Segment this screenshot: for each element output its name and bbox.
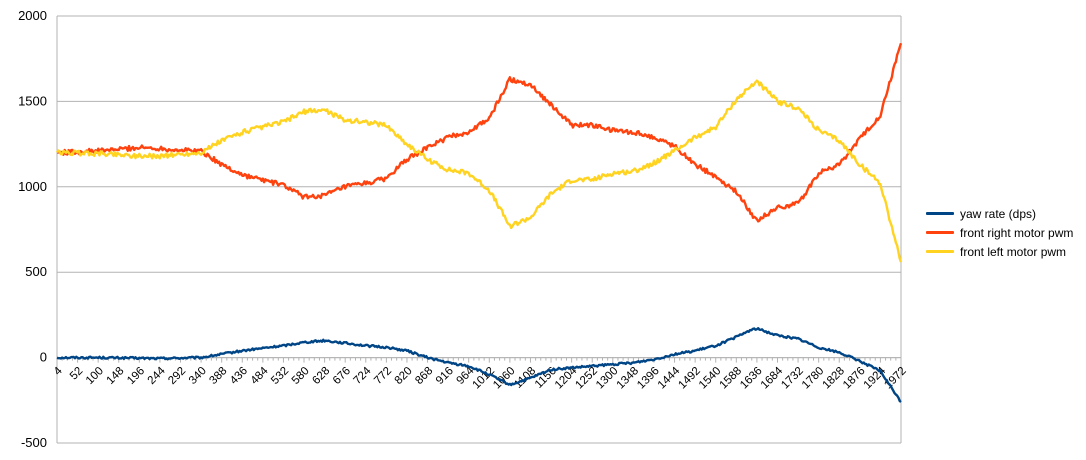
series-line-1: [56, 42, 903, 223]
y-tick-labels: 2000 1500 1000 500 0 -500: [18, 8, 47, 450]
x-tick-label: 724: [352, 365, 374, 387]
legend-label: front left motor pwm: [960, 244, 1067, 259]
x-tick-label: 1540: [697, 365, 724, 392]
axes: [56, 16, 902, 443]
x-tick-label: 916: [434, 365, 456, 387]
x-tick-label: 1588: [718, 365, 745, 392]
x-tick-label: 1876: [841, 365, 868, 392]
x-tick-label: 1492: [676, 365, 703, 392]
x-tick-label: 532: [269, 365, 291, 387]
legend-item: front right motor pwm: [926, 223, 1073, 242]
x-tick-label: 4: [52, 365, 65, 378]
x-tick-label: 1780: [800, 365, 827, 392]
x-tick-label: 628: [310, 365, 332, 387]
y-tick-label: 0: [40, 350, 47, 365]
x-tick-label: 772: [372, 365, 394, 387]
x-tick-label: 484: [249, 365, 271, 387]
x-tick-label: 388: [207, 365, 229, 387]
legend-swatch: [926, 231, 954, 234]
x-tick-label: 1684: [759, 365, 786, 392]
x-tick-label: 1396: [635, 365, 662, 392]
x-tick-label: 868: [413, 365, 435, 387]
x-tick-label: 1444: [656, 365, 683, 392]
y-tick-label: 2000: [18, 8, 47, 23]
x-tick-label: 100: [84, 365, 106, 387]
x-tick-label: 340: [187, 365, 209, 387]
series-lines: [56, 42, 903, 403]
x-tick-label: 1060: [491, 365, 518, 392]
y-tick-label: 1500: [18, 93, 47, 108]
x-tick-label: 52: [68, 365, 86, 383]
x-tick-label: 676: [331, 365, 353, 387]
x-tick-label: 1828: [820, 365, 847, 392]
y-tick-label: -500: [21, 435, 47, 450]
x-tick-label: 148: [105, 365, 127, 387]
x-tick-label: 244: [146, 365, 168, 387]
series-line-2: [56, 79, 903, 263]
legend-item: front left motor pwm: [926, 242, 1073, 261]
legend-label: front right motor pwm: [960, 225, 1074, 240]
legend-swatch: [926, 212, 954, 215]
x-tick-label: 1300: [594, 365, 621, 392]
legend-label: yaw rate (dps): [960, 206, 1037, 221]
x-tick-labels: 4 521001481962442923403884364845325806286…: [52, 365, 909, 392]
x-tick-label: 1348: [615, 365, 642, 392]
series-line-0: [56, 327, 902, 403]
legend-item: yaw rate (dps): [926, 204, 1073, 223]
y-tick-label: 1000: [18, 179, 47, 194]
x-tick-label: 292: [166, 365, 188, 387]
y-tick-label: 500: [25, 264, 47, 279]
x-tick-label: 820: [393, 365, 415, 387]
x-tick-label: 436: [228, 365, 250, 387]
x-tick-label: 1732: [779, 365, 806, 392]
x-tick-label: 196: [125, 365, 147, 387]
x-tick-label: 1636: [738, 365, 765, 392]
legend-swatch: [926, 250, 954, 253]
x-tick-label: 580: [290, 365, 312, 387]
x-tick-label: 1972: [882, 365, 909, 392]
x-tick-label: 1252: [573, 365, 600, 392]
legend: yaw rate (dps) front right motor pwm front…: [926, 204, 1073, 261]
